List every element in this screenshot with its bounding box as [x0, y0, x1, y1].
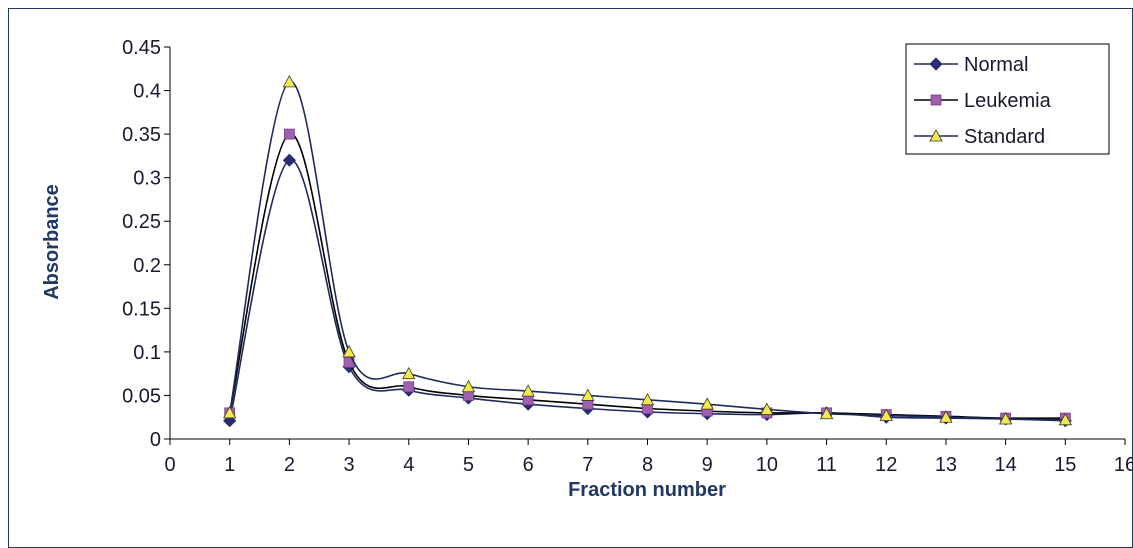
- data-point-standard: [998, 412, 1013, 425]
- data-point-leukemia: [403, 381, 415, 393]
- x-tick-label: 13: [935, 454, 957, 476]
- data-point-standard: [282, 75, 297, 88]
- y-tick-label: 0: [150, 429, 161, 451]
- data-point-normal: [282, 153, 296, 167]
- data-point-standard: [819, 406, 834, 420]
- x-tick-label: 9: [702, 454, 713, 476]
- x-axis-title: Fraction number: [568, 479, 726, 501]
- y-tick-label: 0.4: [133, 81, 161, 103]
- legend-marker-leukemia: [930, 94, 942, 106]
- data-point-standard: [402, 366, 416, 380]
- legend: Normal Leukemia Standard: [905, 43, 1110, 155]
- series-line-standard: [228, 81, 1066, 421]
- x-tick-label: 5: [463, 454, 474, 476]
- data-point-standard: [700, 397, 714, 410]
- y-tick-label: 0.45: [122, 37, 161, 59]
- x-tick-label: 6: [523, 454, 534, 476]
- legend-marker-standard: [929, 129, 943, 142]
- x-tick-label: 11: [816, 454, 837, 476]
- y-tick-label: 0.15: [122, 298, 161, 320]
- data-point-standard: [939, 410, 953, 423]
- data-point-standard: [879, 408, 893, 421]
- data-point-standard: [521, 384, 535, 397]
- x-tick-label: 0: [164, 454, 175, 476]
- y-axis-title: Absorbance: [41, 184, 63, 300]
- x-tick-label: 3: [344, 454, 355, 476]
- y-tick-label: 0.35: [122, 124, 161, 146]
- x-tick-label: 16: [1114, 454, 1133, 476]
- data-point-standard: [581, 388, 595, 401]
- data-point-standard: [223, 406, 237, 419]
- y-tick-label: 0.05: [122, 385, 161, 407]
- x-tick-label: 8: [642, 454, 653, 476]
- y-tick-label: 0.3: [133, 168, 161, 190]
- chart-axes: 00.050.10.150.20.250.30.350.40.450 1 2 3 4 5 6…: [122, 37, 1133, 476]
- legend-marker-normal: [929, 57, 943, 71]
- data-point-standard: [461, 379, 476, 393]
- data-point-standard: [342, 345, 356, 358]
- x-tick-label: 7: [582, 454, 593, 476]
- x-tick-label: 4: [403, 454, 414, 476]
- legend-label-leukemia: Leukemia: [964, 90, 1052, 112]
- y-tick-label: 0.1: [133, 342, 161, 364]
- series-line-normal: [228, 159, 1066, 422]
- data-point-standard: [760, 402, 774, 415]
- x-tick-label: 14: [995, 454, 1017, 476]
- data-point-leukemia: [283, 128, 295, 140]
- x-tick-label: 2: [284, 454, 295, 476]
- legend-label-normal: Normal: [964, 54, 1028, 76]
- data-point-standard: [1058, 413, 1072, 426]
- x-tick-label: 1: [224, 454, 235, 476]
- data-point-standard: [640, 392, 655, 406]
- y-tick-label: 0.2: [133, 255, 161, 277]
- x-tick-label: 12: [875, 454, 897, 476]
- x-tick-label: 15: [1054, 454, 1076, 476]
- legend-label-standard: Standard: [964, 126, 1045, 148]
- x-tick-label: 10: [756, 454, 778, 476]
- chart-series-layer: [223, 75, 1072, 428]
- y-tick-label: 0.25: [122, 211, 161, 233]
